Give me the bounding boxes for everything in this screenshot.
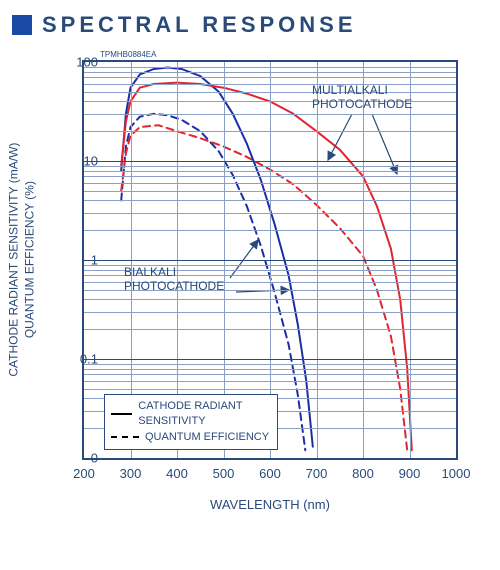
gridline-major	[84, 359, 456, 360]
y-tick-label: 100	[58, 55, 98, 70]
label-bialkali: BIALKALIPHOTOCATHODE	[124, 266, 224, 294]
gridline-minor	[84, 72, 456, 73]
y-axis-label-line1: CATHODE RADIANT SENSITIVITY (mA/W)	[6, 143, 20, 377]
gridline-minor	[84, 312, 456, 313]
gridline-minor	[84, 77, 456, 78]
gridline-minor	[84, 230, 456, 231]
x-axis-label: WAVELENGTH (nm)	[82, 497, 458, 512]
label-multialkali: MULTIALKALIPHOTOCATHODE	[312, 84, 412, 112]
legend-solid-icon	[111, 413, 132, 415]
x-tick-label: 600	[259, 466, 281, 481]
gridline-minor	[84, 131, 456, 132]
x-tick-label: 500	[213, 466, 235, 481]
y-tick-label: 0.1	[58, 352, 98, 367]
curve-bialkali-crs	[121, 68, 313, 447]
title-bullet-icon	[12, 15, 32, 35]
gridline-minor	[84, 299, 456, 300]
legend-row: CATHODE RADIANT SENSITIVITY	[111, 399, 271, 430]
y-tick-label: 10	[58, 154, 98, 169]
legend-dashed-icon	[111, 436, 139, 438]
legend-label: CATHODE RADIANT SENSITIVITY	[138, 399, 271, 430]
gridline-minor	[84, 191, 456, 192]
x-tick-label: 400	[166, 466, 188, 481]
legend-label: QUANTUM EFFICIENCY	[145, 430, 269, 445]
gridline-minor	[84, 329, 456, 330]
x-tick-label: 700	[306, 466, 328, 481]
arrow-bialkali-1	[230, 240, 258, 278]
gridline-major	[84, 260, 456, 261]
gridline-minor	[84, 67, 456, 68]
section-title: SPECTRAL RESPONSE	[12, 12, 488, 38]
x-tick-label: 1000	[442, 466, 471, 481]
gridline-minor	[84, 389, 456, 390]
plot-area: MULTIALKALIPHOTOCATHODE BIALKALIPHOTOCATH…	[84, 62, 456, 458]
gridline-minor	[84, 171, 456, 172]
y-axis-label-line2: QUANTUM EFFICIENCY (%)	[22, 181, 36, 338]
x-tick-label: 200	[73, 466, 95, 481]
gridline-minor	[84, 183, 456, 184]
gridline-minor	[84, 364, 456, 365]
legend: CATHODE RADIANT SENSITIVITYQUANTUM EFFIC…	[104, 394, 278, 450]
x-tick-label: 800	[352, 466, 374, 481]
gridline-minor	[84, 369, 456, 370]
gridline-minor	[84, 381, 456, 382]
plot-frame: MULTIALKALIPHOTOCATHODE BIALKALIPHOTOCATH…	[82, 60, 458, 460]
arrow-multialkali-1	[328, 114, 352, 160]
spectral-response-chart: TPMHB0884EA MULTIALKALIPHOTOCATHODE BIALK…	[12, 42, 482, 530]
y-tick-label: 1	[58, 253, 98, 268]
title-text: SPECTRAL RESPONSE	[42, 12, 357, 38]
y-tick-label: 0	[58, 451, 98, 466]
y-axis-label: CATHODE RADIANT SENSITIVITY (mA/W) QUANT…	[2, 60, 42, 460]
gridline-minor	[84, 166, 456, 167]
gridline-minor	[84, 114, 456, 115]
gridline-minor	[84, 213, 456, 214]
x-tick-label: 900	[399, 466, 421, 481]
gridline-major	[84, 161, 456, 162]
gridline-minor	[84, 176, 456, 177]
gridline-minor	[84, 374, 456, 375]
legend-row: QUANTUM EFFICIENCY	[111, 430, 271, 445]
figure-id: TPMHB0884EA	[100, 50, 156, 59]
x-tick-label: 300	[120, 466, 142, 481]
gridline-minor	[84, 200, 456, 201]
